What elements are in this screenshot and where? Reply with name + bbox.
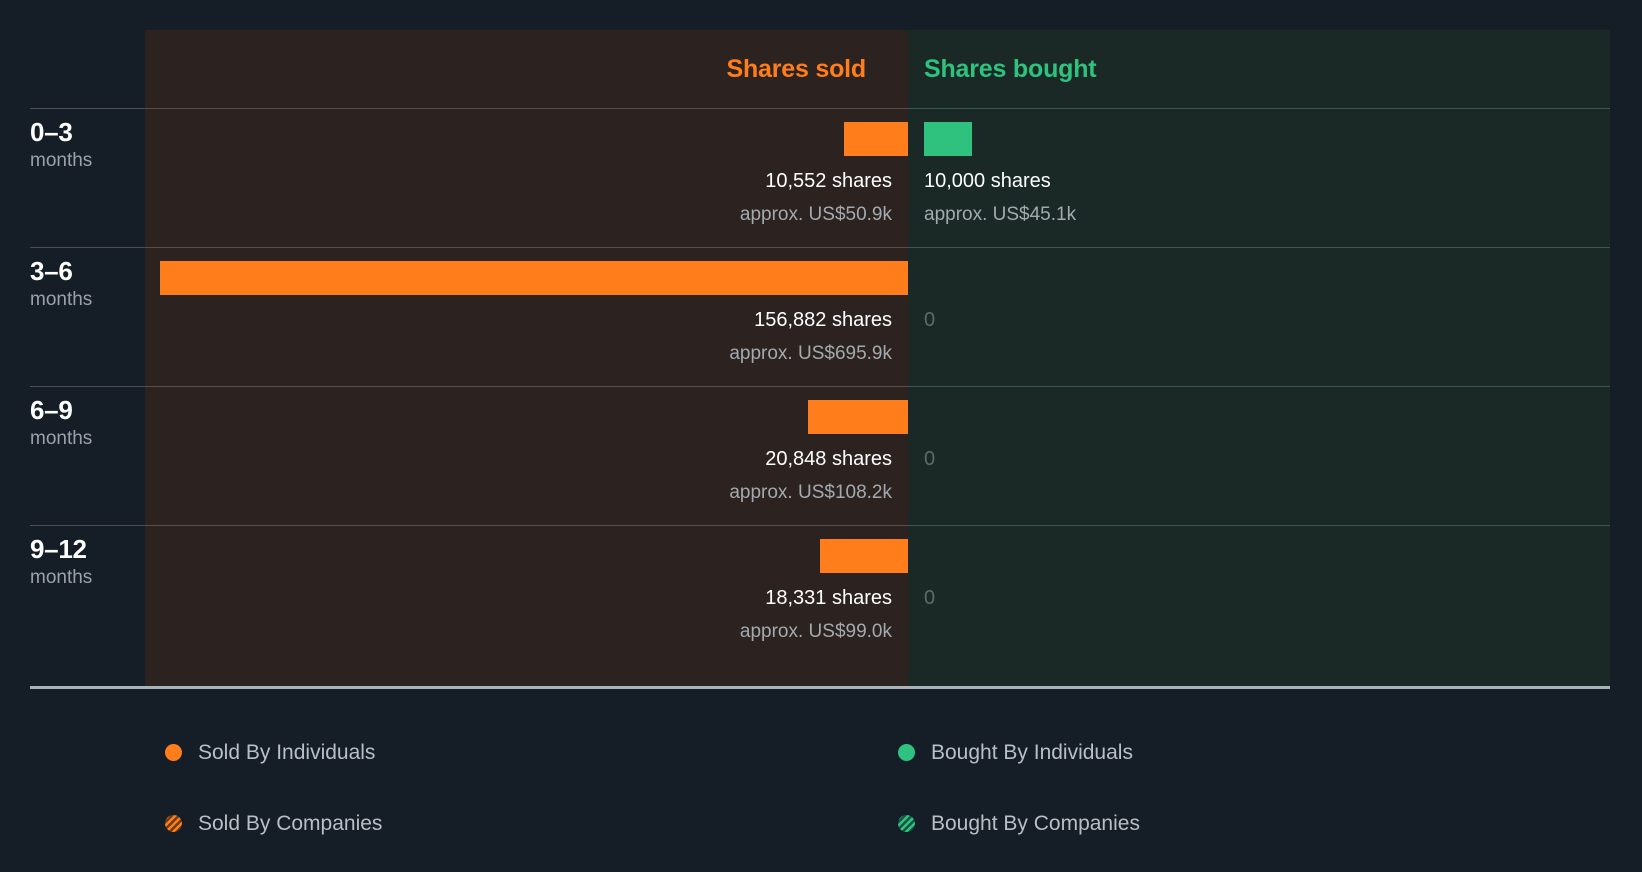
bought-values: 0 bbox=[908, 581, 1610, 615]
row-period: 9–12 bbox=[30, 534, 87, 564]
legend-item-bought-by-companies[interactable]: Bought By Companies bbox=[898, 813, 1140, 834]
table-row[interactable]: 0–3 months 10,552 shares approx. US$50.9… bbox=[0, 108, 1642, 247]
sold-bar bbox=[160, 261, 908, 295]
bought-column-panel bbox=[908, 30, 1610, 688]
sold-share-count: 18,331 shares bbox=[765, 587, 892, 609]
sold-column-panel bbox=[145, 30, 908, 688]
bought-approx-value: approx. US$45.1k bbox=[924, 204, 1077, 226]
legend-label: Sold By Companies bbox=[198, 812, 383, 835]
table-row[interactable]: 3–6 months 156,882 shares approx. US$695… bbox=[0, 247, 1642, 386]
legend-item-sold-by-individuals[interactable]: Sold By Individuals bbox=[165, 742, 375, 763]
sold-values: 156,882 shares approx. US$695.9k bbox=[145, 303, 908, 371]
row-unit: months bbox=[30, 288, 93, 310]
legend-label: Bought By Individuals bbox=[931, 741, 1133, 764]
bought-share-count: 0 bbox=[924, 448, 936, 470]
sold-approx-value: approx. US$695.9k bbox=[729, 343, 892, 365]
bought-cell: 0 bbox=[908, 247, 1610, 386]
sold-approx-value: approx. US$108.2k bbox=[729, 482, 892, 504]
row-divider-bought bbox=[908, 108, 1610, 109]
chart-header: Shares sold Shares bought bbox=[145, 30, 1610, 108]
row-label-9-12-months: 9–12 months bbox=[30, 535, 135, 592]
sold-share-count: 156,882 shares bbox=[754, 309, 892, 331]
row-divider-sold bbox=[145, 108, 908, 109]
sold-approx-value: approx. US$50.9k bbox=[739, 204, 892, 226]
sold-bar bbox=[844, 122, 908, 156]
bought-share-count: 0 bbox=[924, 309, 936, 331]
bought-cell: 0 bbox=[908, 386, 1610, 525]
sold-values: 20,848 shares approx. US$108.2k bbox=[145, 442, 908, 510]
legend-item-bought-by-individuals[interactable]: Bought By Individuals bbox=[898, 742, 1133, 763]
row-label-0-3-months: 0–3 months bbox=[30, 118, 135, 175]
bought-share-count: 0 bbox=[924, 587, 936, 609]
sold-cell: 18,331 shares approx. US$99.0k bbox=[145, 525, 908, 664]
bought-cell: 10,000 shares approx. US$45.1k bbox=[908, 108, 1610, 247]
sold-values: 18,331 shares approx. US$99.0k bbox=[145, 581, 908, 649]
sold-bar bbox=[820, 539, 908, 573]
chart-rows: 0–3 months 10,552 shares approx. US$50.9… bbox=[0, 108, 1642, 664]
shares-sold-title: Shares sold bbox=[726, 54, 866, 83]
sold-cell: 156,882 shares approx. US$695.9k bbox=[145, 247, 908, 386]
circle-solid-orange-icon bbox=[165, 744, 182, 761]
header-cell-sold: Shares sold bbox=[145, 30, 908, 108]
row-period: 0–3 bbox=[30, 117, 73, 147]
sold-approx-value: approx. US$99.0k bbox=[739, 621, 892, 643]
legend-label: Bought By Companies bbox=[931, 812, 1140, 835]
row-divider-sold bbox=[145, 525, 908, 526]
bought-values: 10,000 shares approx. US$45.1k bbox=[908, 164, 1610, 232]
legend-item-sold-by-companies[interactable]: Sold By Companies bbox=[165, 813, 382, 834]
row-label-3-6-months: 3–6 months bbox=[30, 257, 135, 314]
circle-hatched-orange-icon bbox=[165, 815, 182, 832]
sold-share-count: 10,552 shares bbox=[765, 170, 892, 192]
sold-cell: 10,552 shares approx. US$50.9k bbox=[145, 108, 908, 247]
bought-bar bbox=[924, 122, 972, 156]
sold-share-count: 20,848 shares bbox=[765, 448, 892, 470]
row-divider-bought bbox=[908, 247, 1610, 248]
row-unit: months bbox=[30, 149, 93, 171]
table-row[interactable]: 6–9 months 20,848 shares approx. US$108.… bbox=[0, 386, 1642, 525]
axis-bottom-line bbox=[30, 686, 1610, 689]
row-unit: months bbox=[30, 566, 93, 588]
chart-legend: Sold By Individuals Bought By Individual… bbox=[0, 700, 1642, 872]
row-period: 3–6 bbox=[30, 256, 73, 286]
bought-values: 0 bbox=[908, 303, 1610, 337]
header-cell-bought: Shares bought bbox=[908, 30, 1610, 108]
bought-cell: 0 bbox=[908, 525, 1610, 664]
sold-bar bbox=[808, 400, 908, 434]
shares-bought-title: Shares bought bbox=[924, 54, 1097, 83]
sold-cell: 20,848 shares approx. US$108.2k bbox=[145, 386, 908, 525]
row-divider-bought bbox=[908, 386, 1610, 387]
circle-solid-green-icon bbox=[898, 744, 915, 761]
legend-label: Sold By Individuals bbox=[198, 741, 376, 764]
bought-values: 0 bbox=[908, 442, 1610, 476]
row-divider-sold bbox=[145, 247, 908, 248]
row-period: 6–9 bbox=[30, 395, 73, 425]
table-row[interactable]: 9–12 months 18,331 shares approx. US$99.… bbox=[0, 525, 1642, 664]
circle-hatched-green-icon bbox=[898, 815, 915, 832]
row-label-6-9-months: 6–9 months bbox=[30, 396, 135, 453]
bought-share-count: 10,000 shares bbox=[924, 170, 1051, 192]
row-divider-bought bbox=[908, 525, 1610, 526]
sold-values: 10,552 shares approx. US$50.9k bbox=[145, 164, 908, 232]
row-divider-sold bbox=[145, 386, 908, 387]
row-unit: months bbox=[30, 427, 93, 449]
